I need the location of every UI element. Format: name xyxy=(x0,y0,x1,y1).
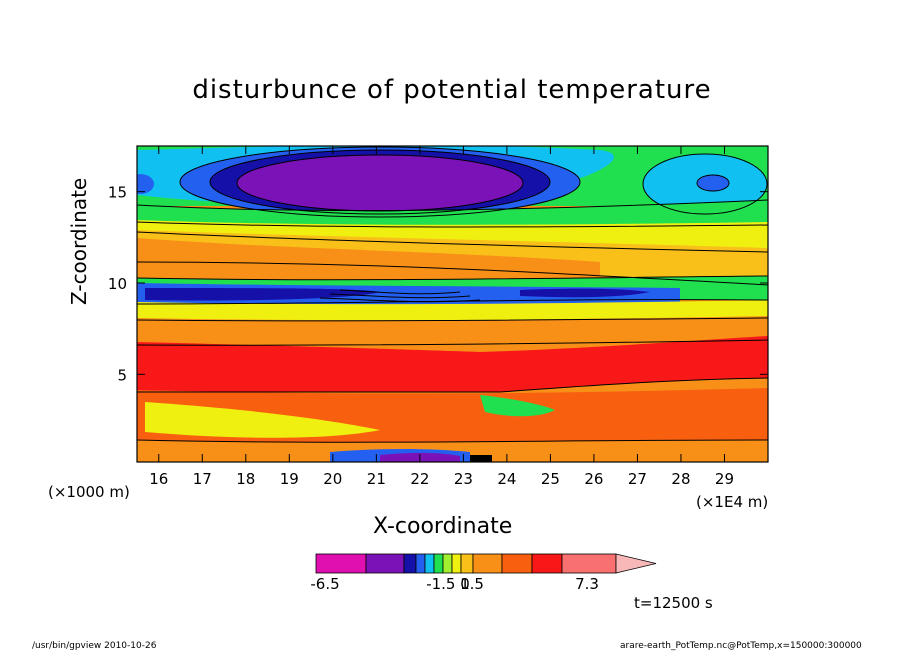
colorbar-label: -1.5 0 xyxy=(426,575,470,593)
colorbar-label: 1.5 xyxy=(460,575,484,593)
x-unit-note: (×1000 m) xyxy=(48,483,130,501)
y-unit-note: (×1E4 m) xyxy=(696,493,769,511)
contour-lines xyxy=(137,146,768,443)
colorbar-label: 7.3 xyxy=(575,575,599,593)
x-tick-label: 25 xyxy=(541,470,560,488)
colorbar-segment xyxy=(451,553,462,574)
x-tick-label: 20 xyxy=(323,470,342,488)
footer-left: /usr/bin/gpview 2010-10-26 xyxy=(32,641,157,651)
y-tick-label: 5 xyxy=(117,366,127,384)
purple-core xyxy=(237,155,523,211)
colorbar: -6.5 -1.5 01.5 7.3 xyxy=(310,553,657,593)
footer-right: arare-earth_PotTemp.nc@PotTemp,x=150000:… xyxy=(620,641,862,651)
chart-title: disturbunce of potential temperature xyxy=(192,75,712,105)
band-yellow-low xyxy=(145,402,380,438)
x-tick-label: 17 xyxy=(193,470,212,488)
y-axis: 5 10 15 xyxy=(108,184,768,384)
x-tick-label: 29 xyxy=(715,470,734,488)
green-low xyxy=(480,395,555,417)
blue-right-core xyxy=(697,175,729,191)
contour-field xyxy=(137,146,768,462)
colorbar-segment xyxy=(561,553,617,574)
colorbar-segment xyxy=(415,553,426,574)
x-tick-label: 24 xyxy=(497,470,516,488)
colorbar-segment xyxy=(365,553,405,574)
y-axis-label: Z-coordinate xyxy=(67,177,91,305)
colorbar-segment xyxy=(433,553,444,574)
x-tick-label: 18 xyxy=(236,470,255,488)
band-green-2 xyxy=(137,200,768,227)
colorbar-segment xyxy=(442,553,453,574)
band-red xyxy=(137,336,768,392)
x-axis-label: X-coordinate xyxy=(373,514,513,539)
colorbar-segment xyxy=(531,553,563,574)
band-dark-3b xyxy=(520,288,650,298)
x-tick-label: 21 xyxy=(367,470,386,488)
x-tick-label: 23 xyxy=(454,470,473,488)
x-tick-label: 26 xyxy=(584,470,603,488)
x-tick-label: 27 xyxy=(628,470,647,488)
x-tick-label: 16 xyxy=(149,470,168,488)
y-tick-label: 10 xyxy=(108,275,127,293)
colorbar-segment xyxy=(403,553,417,574)
colorbar-arrow xyxy=(615,553,657,574)
colorbar-segment xyxy=(501,553,533,574)
x-axis: 16 17 18 19 20 21 22 23 24 25 26 27 28 29 xyxy=(149,146,734,488)
plot-frame xyxy=(136,145,769,463)
x-tick-label: 28 xyxy=(671,470,690,488)
colorbar-segment xyxy=(424,553,435,574)
colorbar-segment xyxy=(315,553,367,574)
blue-left-edge xyxy=(137,174,154,194)
x-tick-label: 19 xyxy=(280,470,299,488)
band-orange-4 xyxy=(137,316,768,346)
band-bottom-black xyxy=(470,455,492,462)
band-dark-3 xyxy=(145,288,380,301)
colorbar-segment xyxy=(460,553,474,574)
y-tick-label: 15 xyxy=(108,184,127,202)
band-yellow-4 xyxy=(137,300,768,321)
time-label: t=12500 s xyxy=(634,594,713,612)
x-tick-label: 22 xyxy=(410,470,429,488)
colorbar-label: -6.5 xyxy=(310,575,339,593)
colorbar-segment xyxy=(472,553,503,574)
